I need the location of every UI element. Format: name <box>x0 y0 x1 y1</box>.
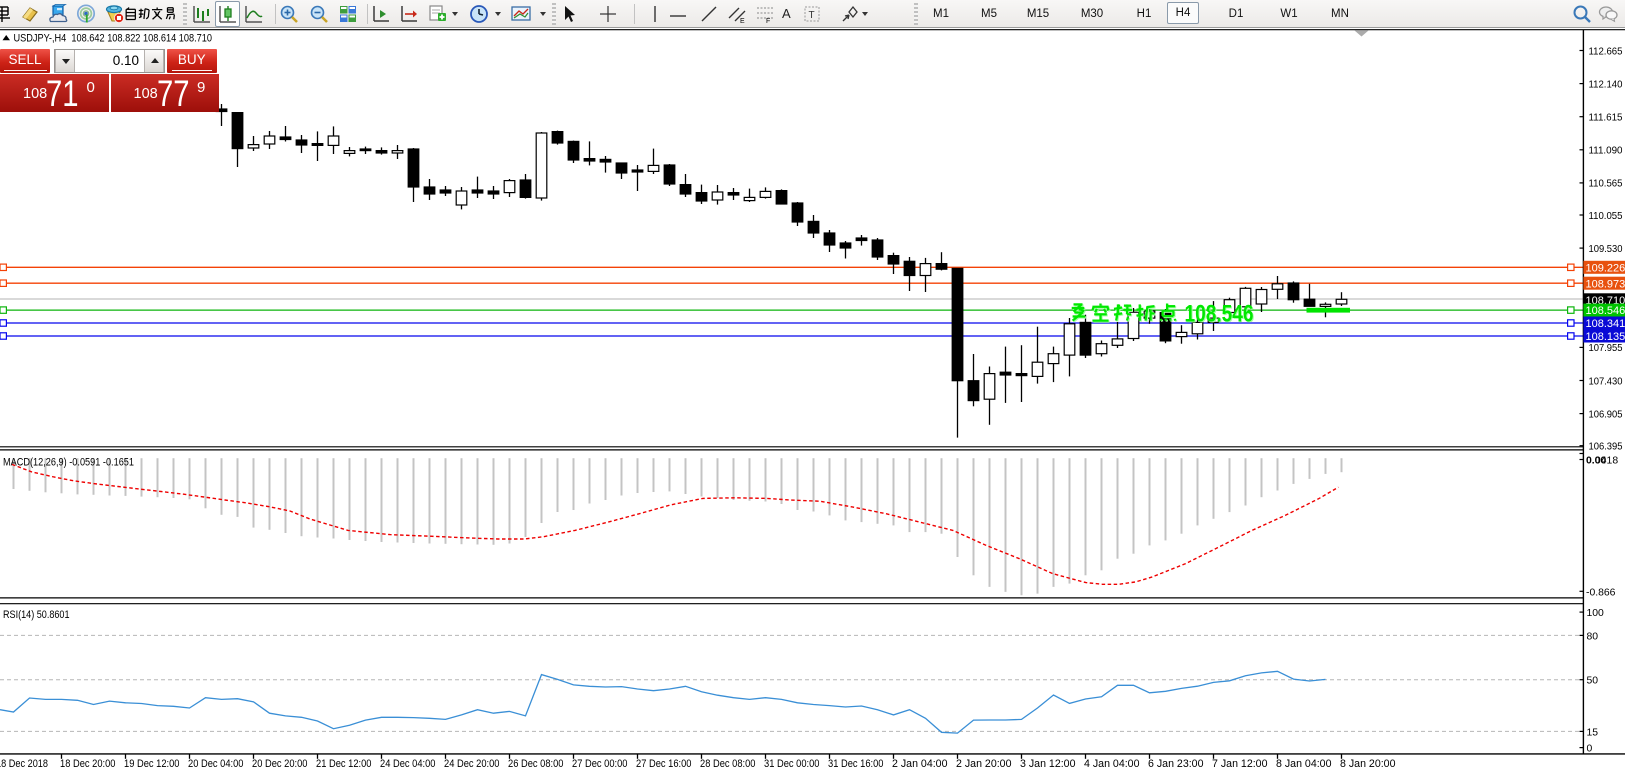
svg-text:31 Dec 00:00: 31 Dec 00:00 <box>764 758 820 770</box>
svg-text:111.615: 111.615 <box>1589 113 1623 124</box>
svg-text:4 Jan 04:00: 4 Jan 04:00 <box>1084 758 1140 770</box>
svg-text:111.090: 111.090 <box>1589 146 1623 157</box>
svg-text:0.00: 0.00 <box>1586 456 1606 467</box>
svg-text:109.226: 109.226 <box>1586 262 1625 274</box>
svg-text:110.055: 110.055 <box>1589 211 1623 222</box>
svg-text:24 Dec 20:00: 24 Dec 20:00 <box>444 758 500 770</box>
svg-text:15: 15 <box>1587 727 1599 738</box>
svg-text:F: F <box>766 18 770 24</box>
svg-text:0: 0 <box>1587 744 1593 755</box>
svg-text:109.530: 109.530 <box>1589 244 1623 255</box>
svg-text:E: E <box>740 18 745 24</box>
svg-text:107.430: 107.430 <box>1589 376 1623 387</box>
svg-text:8 Jan 04:00: 8 Jan 04:00 <box>1276 758 1332 770</box>
svg-text:106.395: 106.395 <box>1589 442 1623 453</box>
svg-text:-0.866: -0.866 <box>1586 587 1616 598</box>
svg-text:108.973: 108.973 <box>1586 278 1625 290</box>
svg-text:0418: 0418 <box>1595 456 1618 467</box>
svg-text:50: 50 <box>1587 676 1599 687</box>
svg-text:2 Jan 04:00: 2 Jan 04:00 <box>892 758 948 770</box>
svg-text:T: T <box>809 10 815 21</box>
svg-text:27 Dec 16:00: 27 Dec 16:00 <box>636 758 692 770</box>
svg-text:19 Dec 12:00: 19 Dec 12:00 <box>124 758 180 770</box>
svg-text:RSI(14) 50.8601: RSI(14) 50.8601 <box>3 609 70 621</box>
svg-text:18 Dec 20:00: 18 Dec 20:00 <box>60 758 116 770</box>
svg-text:24 Dec 04:00: 24 Dec 04:00 <box>380 758 436 770</box>
svg-text:108.341: 108.341 <box>1586 318 1625 330</box>
svg-text:8 Jan 20:00: 8 Jan 20:00 <box>1340 758 1396 770</box>
svg-text:6 Jan 23:00: 6 Jan 23:00 <box>1148 758 1204 770</box>
svg-text:20 Dec 20:00: 20 Dec 20:00 <box>252 758 308 770</box>
svg-text:MACD(12,26,9) -0.0591 -0.1651: MACD(12,26,9) -0.0591 -0.1651 <box>3 457 134 469</box>
svg-text:108.546: 108.546 <box>1586 305 1625 317</box>
svg-text:112.665: 112.665 <box>1589 46 1623 57</box>
svg-text:108.546: 108.546 <box>1186 301 1255 328</box>
svg-text:112.140: 112.140 <box>1589 79 1623 90</box>
svg-text:108.546: 108.546 <box>1185 300 1254 327</box>
svg-text:100: 100 <box>1587 608 1605 619</box>
svg-text:21 Dec 12:00: 21 Dec 12:00 <box>316 758 372 770</box>
svg-text:27 Dec 00:00: 27 Dec 00:00 <box>572 758 628 770</box>
svg-text:USDJPY-,H4 108.642 108.822 10: USDJPY-,H4 108.642 108.822 108.614 108.7… <box>14 33 213 45</box>
svg-text:20 Dec 04:00: 20 Dec 04:00 <box>188 758 244 770</box>
svg-text:80: 80 <box>1587 631 1599 642</box>
svg-text:31 Dec 16:00: 31 Dec 16:00 <box>828 758 884 770</box>
svg-text:108.135: 108.135 <box>1586 331 1625 343</box>
svg-text:7 Jan 12:00: 7 Jan 12:00 <box>1212 758 1268 770</box>
svg-text:2 Jan 20:00: 2 Jan 20:00 <box>956 758 1012 770</box>
svg-text:28 Dec 08:00: 28 Dec 08:00 <box>700 758 756 770</box>
svg-text:26 Dec 08:00: 26 Dec 08:00 <box>508 758 564 770</box>
svg-text:3 Jan 12:00: 3 Jan 12:00 <box>1020 758 1076 770</box>
svg-text:110.565: 110.565 <box>1589 179 1623 190</box>
svg-text:107.955: 107.955 <box>1589 343 1623 354</box>
svg-text:106.905: 106.905 <box>1589 409 1623 420</box>
svg-text:18 Dec 2018: 18 Dec 2018 <box>0 758 48 770</box>
